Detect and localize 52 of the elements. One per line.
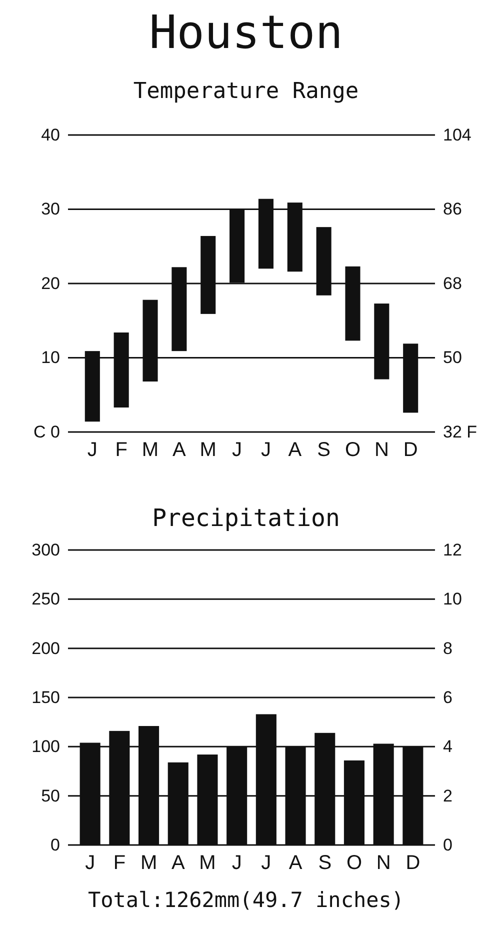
y2-tick-label: 68 (443, 274, 462, 293)
y-tick-label: 0 (50, 835, 60, 854)
y-tick-label: 200 (32, 638, 60, 658)
y2-tick-label: 8 (443, 638, 452, 658)
x-tick-label: J (232, 439, 242, 462)
chart-subtitle: Temperature Range (133, 79, 359, 104)
x-tick-label: J (87, 439, 98, 462)
x-tick-label: N (374, 439, 389, 462)
y2-tick-label: 6 (443, 688, 452, 707)
y-tick-label: 10 (41, 348, 60, 368)
x-tick-label: M (140, 852, 158, 874)
x-tick-label: A (288, 852, 303, 874)
y2-tick-label: 4 (443, 737, 452, 756)
y2-tick-label: 32 F (443, 422, 478, 442)
y2-tick-label: 2 (443, 786, 452, 806)
x-tick-label: S (318, 852, 332, 874)
y2-tick-label: 0 (443, 835, 452, 854)
x-tick-label: N (376, 852, 391, 874)
x-tick-label: A (171, 852, 186, 874)
x-tick-label: M (200, 439, 216, 462)
x-tick-label: M (199, 852, 216, 874)
y-tick-label: C 0 (34, 422, 60, 442)
x-tick-label: S (317, 439, 330, 462)
y-tick-label: 150 (32, 688, 60, 707)
y2-tick-label: 12 (443, 540, 462, 560)
y2-tick-label: 50 (443, 348, 462, 368)
x-tick-label: J (85, 852, 96, 874)
x-tick-label: D (406, 852, 420, 874)
x-tick-label: O (344, 439, 361, 462)
x-tick-label: A (172, 439, 187, 462)
y-tick-label: 50 (41, 786, 60, 806)
text: Total:1262mm(49.7 inches) (88, 888, 404, 912)
y-tick-label: 20 (41, 274, 60, 293)
x-tick-label: J (260, 439, 271, 462)
x-tick-label: M (142, 439, 159, 462)
y-tick-label: 30 (41, 200, 60, 219)
x-tick-label: F (115, 439, 128, 462)
x-tick-label: J (232, 852, 242, 874)
chart-title: Precipitation (152, 504, 340, 532)
y2-tick-label: 86 (443, 200, 462, 219)
chart-title: Houston (149, 5, 343, 59)
y2-tick-label: 10 (443, 590, 462, 609)
y2-tick-label: 104 (443, 125, 472, 144)
x-tick-label: A (288, 439, 302, 462)
x-tick-label: O (346, 852, 362, 874)
y-tick-label: 250 (32, 590, 60, 609)
x-tick-label: F (113, 852, 126, 874)
x-tick-label: J (261, 852, 272, 874)
y-tick-label: 300 (32, 540, 60, 560)
y-tick-label: 40 (41, 125, 60, 144)
x-tick-label: D (403, 439, 418, 462)
y-tick-label: 100 (32, 737, 60, 756)
